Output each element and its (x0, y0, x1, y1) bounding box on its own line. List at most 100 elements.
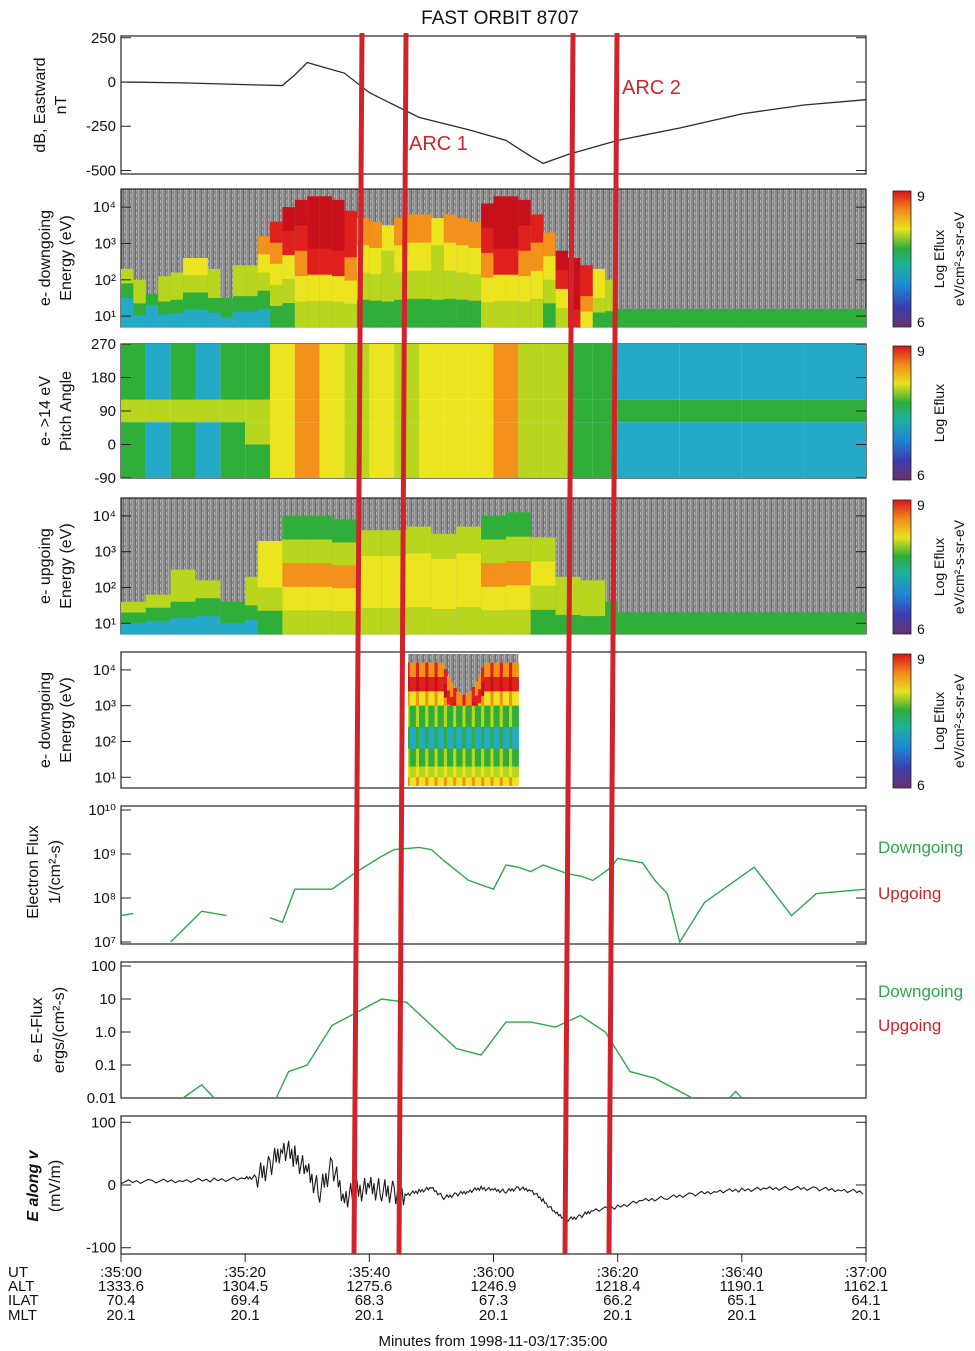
spectrogram-cell (803, 317, 866, 328)
burst-cell (502, 777, 507, 786)
spectrogram-cell (220, 612, 246, 624)
burst-cell (419, 662, 423, 678)
burst-cell (428, 677, 433, 692)
pitch-angle-cell (543, 399, 568, 423)
footer-row-label: UT (8, 1264, 28, 1281)
pitch-angle-cell (443, 344, 469, 378)
pitch-angle-cell (394, 399, 419, 423)
y-tick-label: -90 (94, 470, 116, 487)
footer-cell-mlt: 20.1 (603, 1307, 632, 1324)
burst-cell (484, 677, 488, 692)
burst-cell (440, 677, 445, 692)
spectrogram-cell (468, 300, 482, 328)
spectrogram-cell (145, 594, 171, 609)
pitch-angle-cell (493, 444, 519, 478)
spectrogram-cell (580, 580, 606, 599)
arc2-right-line (606, 32, 620, 1255)
spectrogram-cell (332, 565, 357, 589)
pitch-angle-cell (294, 399, 320, 423)
burst-cell (462, 766, 467, 778)
spectrogram-cell (530, 298, 544, 328)
burst-cell (512, 691, 516, 706)
spectrogram-cell (133, 291, 146, 304)
burst-cell (450, 682, 454, 697)
burst-cell (422, 727, 426, 749)
spectrogram-cell (282, 207, 295, 232)
spectrogram-cell (456, 526, 482, 554)
spectrogram-cell (220, 317, 233, 328)
spectrogram-cell (468, 221, 482, 249)
burst-cell (456, 766, 460, 778)
burst-cell (459, 705, 464, 728)
electron-flux-traces (120, 846, 867, 944)
burst-cell (408, 662, 411, 678)
burst-cell (443, 669, 448, 684)
burst-cell (502, 677, 507, 692)
burst-cell (431, 677, 436, 692)
spectrogram-cell (307, 515, 333, 541)
colorbar-gradient (892, 499, 912, 635)
footer-cell-alt: 1162.1 (844, 1278, 889, 1295)
pitch-angle-cell (145, 377, 171, 400)
pitch-angle-cell (245, 377, 270, 400)
burst-cell (446, 705, 451, 728)
pitch-angle-cell (121, 399, 146, 423)
burst-cell (419, 677, 423, 692)
burst-cell (419, 766, 423, 778)
spectrogram-cell (332, 542, 357, 566)
pitch-angle-cell (369, 399, 395, 423)
burst-cell (493, 677, 498, 692)
spectrogram-cell (580, 616, 606, 635)
burst-cell (509, 777, 513, 786)
burst-cell (515, 691, 519, 706)
burst-cell (440, 705, 445, 728)
pitch-angle-cell (803, 399, 866, 423)
pitch-angle-cell (394, 377, 419, 400)
colorbar-gradient (892, 345, 912, 481)
panel-energy-flux: 100 10 1.0 0.1 0.01 e- E-Flux ergs/(cm²-s) D… (29, 958, 963, 1107)
spectrogram-cell (145, 305, 159, 317)
burst-cell (459, 777, 464, 786)
colorbar-gradient (892, 190, 912, 328)
burst-cell (493, 727, 498, 749)
spectrogram-cell (332, 199, 345, 226)
burst-cell (490, 677, 495, 692)
spectrogram-cell (170, 299, 184, 314)
spectrogram-cell (344, 280, 357, 305)
burst-cell (456, 748, 460, 767)
spectrogram-cell (406, 607, 432, 635)
y-axis-label-line1: E along v (25, 1149, 42, 1221)
spectrogram-cell (481, 539, 506, 564)
footer-cell-mlt: 20.1 (231, 1307, 260, 1324)
y-tick-label: 0 (108, 1177, 116, 1194)
footer-cell-ut: :36:20 (597, 1264, 639, 1281)
spectrogram-cell (170, 617, 196, 635)
burst-cell (412, 777, 417, 786)
spectrogram-cell (505, 274, 519, 302)
spectrogram-cell (356, 556, 382, 583)
burst-cell (502, 705, 507, 728)
pitch-angle-cell (493, 377, 519, 400)
legend-upgoing: Upgoing (878, 1016, 941, 1035)
spectrogram-cell (741, 317, 804, 328)
spectrogram-cell (543, 256, 556, 281)
spectrogram-cell (431, 558, 457, 585)
spectrogram-cell (481, 228, 494, 254)
burst-cell (456, 691, 460, 707)
burst-cell (434, 705, 439, 728)
pitch-angle-cell (245, 422, 270, 445)
spectrogram-cell (145, 607, 171, 622)
pitch-angle-cell (245, 344, 270, 378)
pitch-angle-cell (145, 344, 171, 378)
burst-cell (496, 727, 501, 749)
spectrogram-cell (282, 279, 295, 304)
burst-cell (487, 748, 491, 767)
burst-cell (415, 662, 420, 678)
burst-cell (481, 705, 485, 728)
pitch-angle-cell (419, 344, 444, 378)
burst-cell (499, 662, 504, 678)
spectrogram-cell (530, 242, 544, 272)
pitch-angle-cell (294, 422, 320, 445)
pitch-angle-cell (270, 344, 295, 378)
burst-cell (496, 748, 501, 767)
